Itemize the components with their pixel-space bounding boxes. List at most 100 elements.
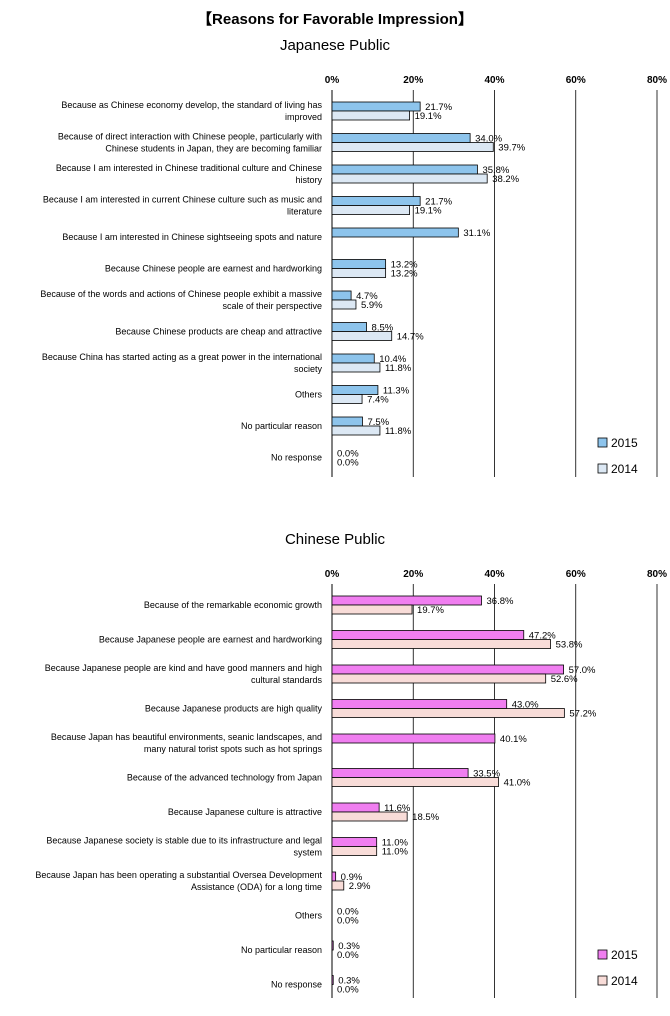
series-2015-bar xyxy=(331,227,459,238)
category-label: No response xyxy=(271,980,322,990)
series-2014-bar xyxy=(331,604,413,615)
category-label: Because of the remarkable economic growt… xyxy=(144,600,322,610)
legend-label-2014: 2014 xyxy=(611,462,638,476)
legend-label-2015: 2015 xyxy=(611,436,638,450)
data-label: 21.7% xyxy=(425,102,452,113)
data-label: 33.5% xyxy=(473,769,500,780)
series-2015-bar xyxy=(331,196,421,206)
series-2014-bar xyxy=(331,673,547,684)
data-label: 0.0% xyxy=(337,458,359,469)
data-label: 5.9% xyxy=(361,300,383,311)
category-label: Because China has started acting as a gr… xyxy=(42,352,323,374)
legend-label-2015: 2015 xyxy=(611,948,638,962)
x-tick-label: 20% xyxy=(403,569,423,580)
series-2014-bar xyxy=(331,777,499,787)
category-label: Because I am interested in current Chine… xyxy=(43,195,322,217)
x-tick-label: 0% xyxy=(325,75,340,86)
data-label: 11.3% xyxy=(383,386,410,397)
chart-japanese-public: 0% 20% 40% 60% 80% Because as Chinese economy… xyxy=(40,75,667,477)
series-2014-bar xyxy=(331,205,410,215)
series-2015-bar xyxy=(331,630,525,640)
data-label: 4.7% xyxy=(356,291,378,302)
legend-swatch-2015 xyxy=(597,949,608,960)
data-label: 36.8% xyxy=(487,596,514,607)
data-label: 11.8% xyxy=(385,426,412,437)
category-label: Because Japanese people are kind and hav… xyxy=(45,663,323,685)
series-2015-bar xyxy=(331,101,421,112)
series-2015-bar xyxy=(331,259,387,269)
data-label: 0.0% xyxy=(337,907,359,918)
series-2014-bar xyxy=(331,425,381,436)
x-tick-label: 60% xyxy=(566,569,586,580)
series-2015-bar xyxy=(331,768,469,778)
series-2015-bar xyxy=(331,133,471,143)
series-2014-bar xyxy=(331,639,551,649)
series-2015-bar xyxy=(331,595,482,606)
series-2014-bar xyxy=(331,173,488,184)
legend-swatch-2015 xyxy=(597,437,608,448)
series-2015-bar xyxy=(331,871,337,882)
series-2015-bar xyxy=(331,837,378,847)
category-label: No particular reason xyxy=(241,945,322,955)
series-2015-bar xyxy=(331,416,363,427)
series-2015-bar xyxy=(331,385,379,395)
data-label: 11.0% xyxy=(382,847,409,858)
series-2015-bar xyxy=(331,699,508,709)
data-label: 11.6% xyxy=(384,803,411,814)
legend-label-2014: 2014 xyxy=(611,974,638,988)
data-label: 2.9% xyxy=(349,881,371,892)
category-label: Because I am interested in Chinese sight… xyxy=(62,232,322,242)
series-2015-bar xyxy=(331,733,496,744)
series-2015-bar xyxy=(331,322,367,332)
category-label: Because Chinese products are cheap and a… xyxy=(115,327,322,337)
series-2015-bar xyxy=(331,975,334,985)
category-label: Others xyxy=(295,390,323,400)
data-label: 38.2% xyxy=(492,174,519,185)
data-label: 0.0% xyxy=(337,985,359,996)
series-2014-bar xyxy=(331,362,381,373)
series-2015-bar xyxy=(331,164,478,175)
series-2015-bar xyxy=(331,940,334,951)
data-label: 53.8% xyxy=(556,640,583,651)
data-label: 13.2% xyxy=(391,260,418,271)
series-2014-bar xyxy=(331,142,494,152)
category-label: Because Japanese society is stable due t… xyxy=(46,836,322,858)
category-label: No particular reason xyxy=(241,421,322,431)
data-label: 57.0% xyxy=(569,665,596,676)
category-label: Because of the advanced technology from … xyxy=(127,773,322,783)
category-label: Because of direct interaction with Chine… xyxy=(58,132,322,154)
data-label: 14.7% xyxy=(397,332,424,343)
data-label: 40.1% xyxy=(500,734,527,745)
x-tick-label: 40% xyxy=(484,569,504,580)
category-label: Because Japan has been operating a subst… xyxy=(35,870,322,892)
x-tick-label: 20% xyxy=(403,75,423,86)
page-title: 【Reasons for Favorable Impression】 xyxy=(197,11,473,28)
data-label: 34.0% xyxy=(475,134,502,145)
data-label: 0.0% xyxy=(337,449,359,460)
data-label: 35.8% xyxy=(482,165,509,176)
data-label: 18.5% xyxy=(412,812,439,823)
series-2014-bar xyxy=(331,299,357,310)
chart-title-japanese-public: Japanese Public xyxy=(279,37,391,54)
data-label: 13.2% xyxy=(391,269,418,280)
legend-swatch-2014 xyxy=(597,463,608,474)
data-label: 0.9% xyxy=(341,872,363,883)
data-label: 10.4% xyxy=(379,354,406,365)
category-label: Because I am interested in Chinese tradi… xyxy=(56,163,323,185)
x-tick-label: 0% xyxy=(325,569,340,580)
category-label: Because Japanese culture is attractive xyxy=(168,807,322,817)
data-label: 57.2% xyxy=(569,709,596,720)
data-label: 0.0% xyxy=(337,950,359,961)
data-label: 7.5% xyxy=(367,417,389,428)
x-tick-label: 80% xyxy=(647,569,667,580)
series-2014-bar xyxy=(331,394,363,404)
category-label: Because of the words and actions of Chin… xyxy=(40,289,322,311)
series-2015-bar xyxy=(331,802,380,813)
data-label: 8.5% xyxy=(372,323,394,334)
series-2014-bar xyxy=(331,846,378,856)
data-label: 41.0% xyxy=(504,778,531,789)
data-label: 0.3% xyxy=(338,941,360,952)
category-label: Others xyxy=(295,911,323,921)
category-label: Because Chinese people are earnest and h… xyxy=(105,264,322,274)
data-label: 39.7% xyxy=(498,143,525,154)
